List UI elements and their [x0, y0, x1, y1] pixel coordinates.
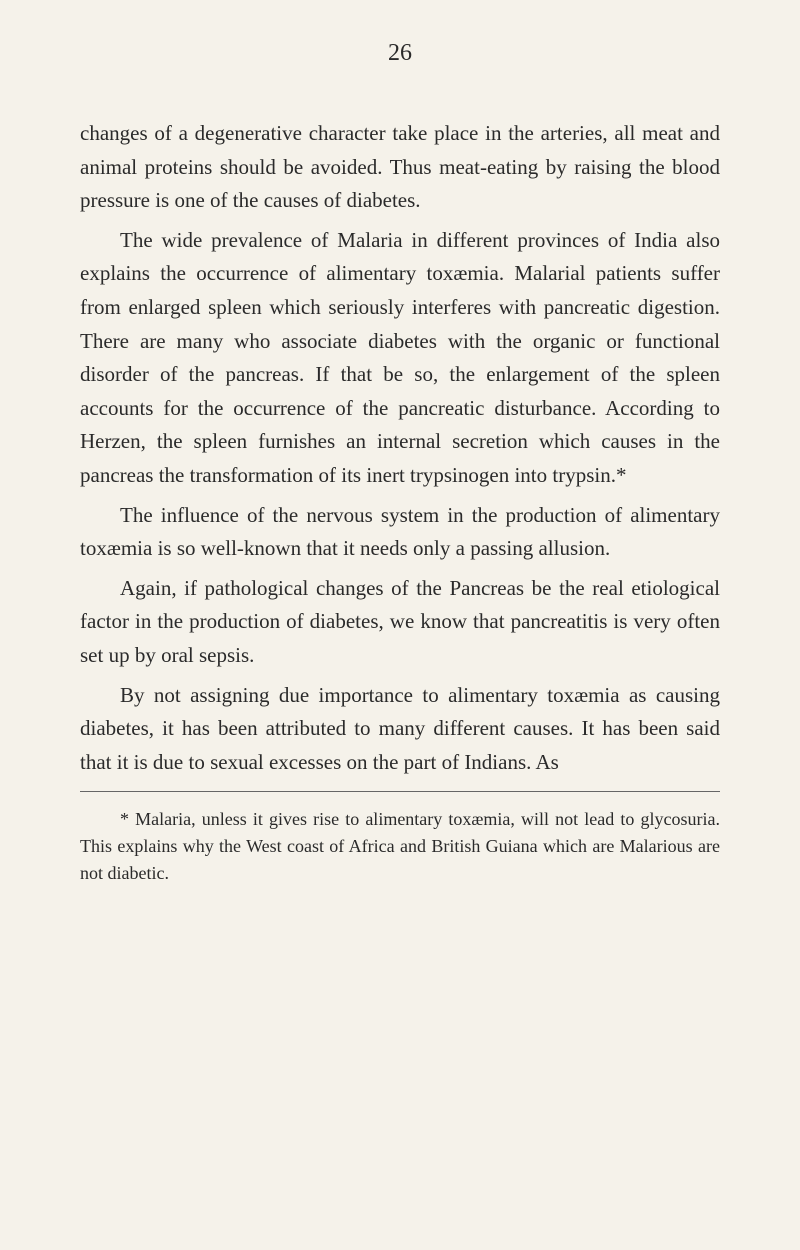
page-number: 26 [80, 40, 720, 67]
paragraph-2: The wide prevalence of Malaria in differ… [80, 224, 720, 493]
paragraph-3: The influence of the nervous system in t… [80, 499, 720, 566]
footnote-separator [80, 791, 720, 792]
paragraph-4: Again, if pathological changes of the Pa… [80, 572, 720, 673]
paragraph-5: By not assigning due importance to alime… [80, 679, 720, 780]
paragraph-1: changes of a degenerative character take… [80, 117, 720, 218]
footnote: * Malaria, unless it gives rise to alime… [80, 806, 720, 887]
